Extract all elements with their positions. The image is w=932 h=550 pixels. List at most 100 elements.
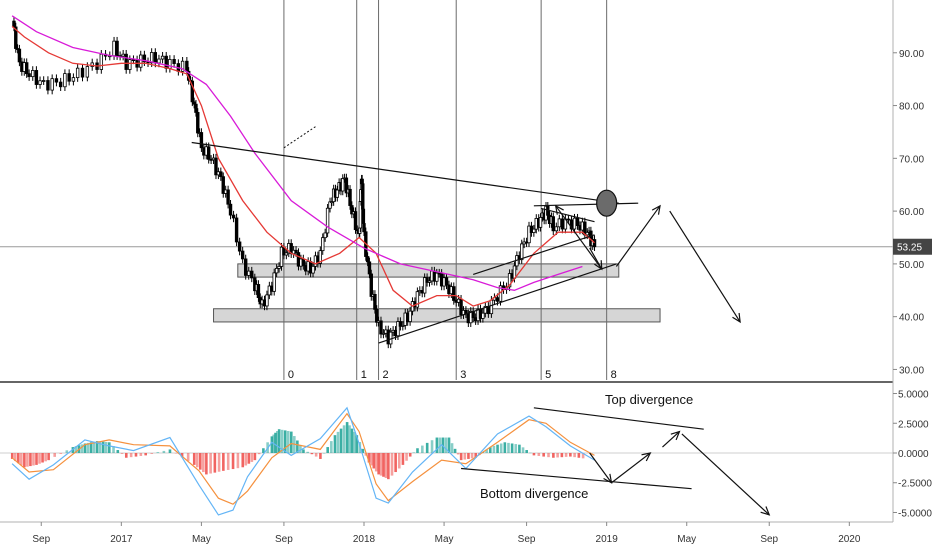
candle — [80, 67, 85, 78]
candle — [495, 297, 500, 302]
macd-histogram-bar — [80, 444, 84, 453]
macd-histogram-bar — [289, 431, 293, 453]
macd-histogram-bar — [503, 442, 507, 453]
macd-axis: 5.0000 2.5000 0.0000 -2.5000 -5.0000 — [893, 390, 932, 519]
candle — [199, 132, 204, 149]
candle — [34, 70, 39, 85]
candle — [226, 189, 230, 205]
candle — [160, 55, 165, 60]
macd-histogram-bar — [408, 453, 412, 457]
macd-histogram-bar — [370, 453, 373, 466]
time-tick-label: 2017 — [110, 534, 133, 545]
top-divergence-label: Top divergence — [605, 392, 693, 407]
candle — [192, 101, 196, 105]
triangle-upper-line — [533, 202, 639, 207]
macd-histogram-bar — [401, 453, 405, 465]
wave-label: 0 — [288, 369, 294, 381]
candle — [335, 189, 340, 198]
macd-histogram-bar — [372, 453, 376, 469]
macd-histogram-bar — [353, 431, 356, 453]
macd-histogram-bar — [521, 447, 525, 453]
macd-histogram-bar — [53, 453, 56, 457]
candle — [46, 80, 50, 91]
macd-histogram-bar — [569, 453, 572, 457]
macd-histogram-bar — [139, 453, 143, 456]
candle — [481, 312, 485, 319]
candle — [234, 217, 239, 243]
macd-histogram-bar — [35, 453, 38, 465]
macd-histogram-bar — [518, 444, 521, 453]
macd-histogram-bar — [319, 453, 322, 459]
candle — [520, 243, 524, 261]
candle — [507, 273, 512, 288]
macd-histogram-bar — [350, 428, 354, 453]
candle — [375, 308, 379, 323]
candle — [379, 320, 383, 335]
candle — [538, 216, 543, 228]
candle — [398, 321, 403, 327]
arrow-up-target — [615, 205, 661, 267]
macd-histogram-bar — [444, 437, 448, 453]
macd-histogram-bar — [59, 453, 63, 454]
candle — [527, 225, 531, 244]
candle — [388, 331, 393, 345]
macd-histogram-bar — [124, 453, 128, 458]
candle — [369, 273, 373, 297]
macd-histogram-bar — [186, 453, 190, 462]
macd-histogram-bar — [379, 453, 383, 476]
candle — [237, 241, 242, 252]
wave-label: 5 — [545, 369, 551, 381]
wedge-lower-line — [473, 234, 595, 276]
macd-histogram-bar — [573, 453, 576, 458]
macd-histogram-bar — [274, 432, 277, 453]
macd-histogram-bar — [112, 446, 115, 453]
candle — [256, 284, 261, 299]
macd-arrow-up-2 — [662, 431, 680, 448]
macd-panel[interactable] — [0, 381, 893, 516]
candle — [12, 20, 16, 28]
candle — [348, 188, 352, 206]
macd-histogram-bar — [438, 437, 442, 453]
candle — [427, 280, 432, 283]
candle — [196, 112, 200, 134]
macd-histogram-bar — [180, 453, 184, 458]
macd-histogram-bar — [507, 442, 510, 453]
candle — [365, 256, 370, 263]
macd-histogram-bar — [339, 428, 343, 453]
macd-histogram-bar — [38, 453, 41, 464]
macd-arrow-up — [611, 452, 651, 484]
macd-histogram-bar — [244, 453, 248, 466]
slow-ma-line — [11, 15, 583, 291]
macd-histogram-bar — [537, 453, 541, 456]
wave-label: 1 — [361, 369, 367, 381]
macd-histogram-bar — [262, 448, 265, 453]
candle — [323, 232, 327, 239]
time-tick-label: 2020 — [838, 534, 861, 545]
macd-histogram-bar — [333, 435, 337, 453]
macd-histogram-bar — [367, 453, 371, 463]
candle — [75, 67, 80, 79]
macd-histogram-bar — [65, 450, 69, 453]
top-divergence-line — [533, 407, 704, 430]
macd-histogram-bar — [384, 453, 388, 478]
candle — [149, 52, 154, 64]
macd-histogram-bar — [456, 453, 460, 455]
candle — [551, 216, 555, 232]
macd-arrow-up-head — [641, 452, 652, 462]
macd-histogram-bar — [382, 453, 385, 477]
macd-histogram-bar — [556, 453, 559, 458]
wave-label: 8 — [611, 369, 617, 381]
macd-histogram-bar — [13, 453, 17, 462]
price-tick-label: 50.00 — [899, 260, 924, 271]
support-zone — [213, 308, 661, 323]
price-panel[interactable]: 0 1 2 3 5 8 — [0, 0, 893, 381]
macd-histogram-bar — [485, 449, 488, 453]
macd-histogram-bar — [129, 453, 133, 458]
macd-histogram-bar — [26, 453, 29, 467]
last-price-label: 53.25 — [897, 243, 922, 254]
macd-histogram-bar — [283, 430, 287, 453]
macd-histogram-bar — [514, 444, 518, 453]
price-axis: 90.00 80.00 70.00 60.00 50.00 40.00 30.00 53.25 — [892, 0, 932, 522]
candle — [330, 201, 334, 204]
